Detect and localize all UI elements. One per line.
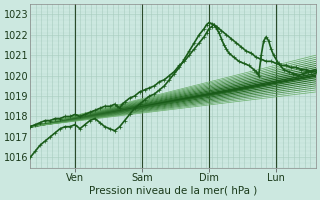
- X-axis label: Pression niveau de la mer( hPa ): Pression niveau de la mer( hPa ): [89, 186, 257, 196]
